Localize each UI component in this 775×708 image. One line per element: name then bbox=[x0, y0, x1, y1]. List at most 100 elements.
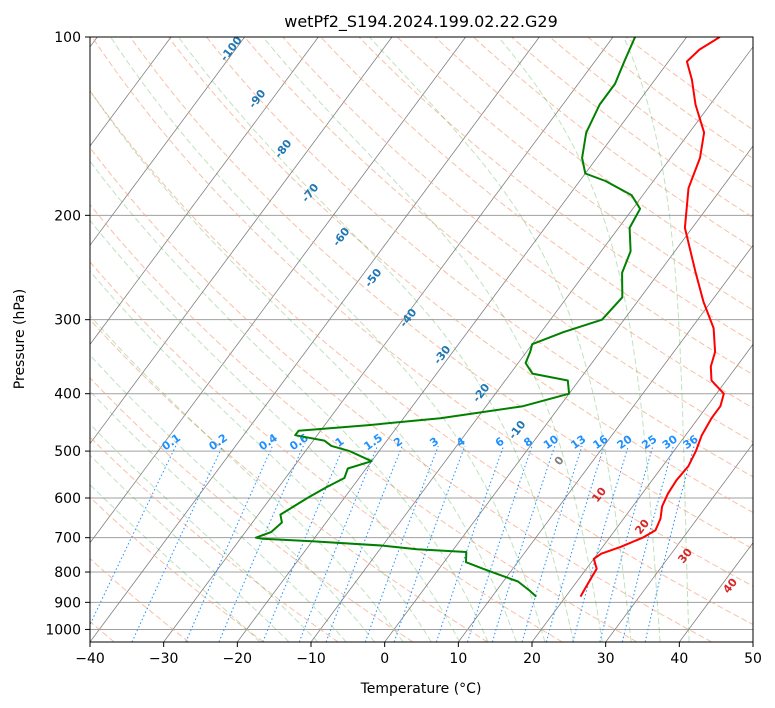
mixing-ratio-label: 0.2 bbox=[206, 431, 229, 453]
moist-adiabat bbox=[90, 390, 347, 642]
dewpoint-profile bbox=[254, 37, 642, 598]
isotherm-line bbox=[90, 37, 172, 147]
y-tick-label: 800 bbox=[54, 565, 81, 581]
x-tick-label: 20 bbox=[523, 651, 541, 667]
dry-adiabat-label: -30 bbox=[431, 343, 454, 367]
dry-adiabat bbox=[434, 37, 753, 280]
mixing-ratio-line bbox=[218, 445, 304, 642]
mixing-ratio-label: 25 bbox=[639, 433, 659, 452]
dry-adiabat bbox=[90, 146, 712, 642]
mixing-ratio-label: 16 bbox=[590, 432, 610, 452]
dry-adiabat-label: -40 bbox=[397, 306, 420, 330]
y-tick-label: 500 bbox=[54, 444, 81, 460]
x-tick-label: 0 bbox=[380, 651, 389, 667]
dry-adiabat bbox=[320, 37, 753, 376]
plot-frame bbox=[89, 36, 754, 643]
mixing-ratio-line bbox=[393, 445, 466, 642]
moist-adiabat bbox=[262, 37, 603, 642]
moist-adiabat bbox=[90, 454, 290, 642]
dry-adiabat bbox=[587, 37, 753, 160]
moist-adiabat bbox=[90, 423, 319, 642]
mixing-ratio-line bbox=[545, 445, 605, 642]
y-tick-label: 300 bbox=[54, 313, 81, 329]
dry-adiabat-label: -80 bbox=[272, 137, 295, 161]
x-tick-label: 10 bbox=[449, 651, 467, 667]
isotherm-line bbox=[163, 37, 614, 642]
mixing-ratio-label: 6 bbox=[493, 435, 507, 450]
mixing-ratio-line bbox=[364, 445, 439, 642]
mixing-ratio-line bbox=[262, 445, 345, 642]
dry-adiabat-label: -90 bbox=[246, 87, 269, 111]
x-tick-label: −30 bbox=[149, 651, 179, 667]
x-tick-label: −40 bbox=[75, 651, 105, 667]
moist-adiabat bbox=[90, 160, 489, 642]
dry-adiabat bbox=[90, 203, 638, 642]
mixing-ratio-line bbox=[572, 445, 629, 642]
dry-adiabat-label: 40 bbox=[720, 576, 740, 596]
isotherm-line bbox=[679, 542, 753, 642]
moist-adiabat bbox=[90, 483, 261, 642]
temperature-profile bbox=[579, 37, 725, 598]
dry-adiabat bbox=[472, 37, 753, 249]
x-tick-label: 40 bbox=[670, 651, 688, 667]
dry-adiabat bbox=[90, 557, 190, 642]
isotherm-line bbox=[90, 37, 245, 246]
y-tick-label: 600 bbox=[54, 491, 81, 507]
mixing-ratio-line bbox=[131, 445, 224, 642]
x-axis-label: Temperature (°C) bbox=[360, 681, 482, 697]
dry-adiabat bbox=[90, 436, 339, 642]
isotherm-line bbox=[90, 37, 540, 642]
mixing-ratio-line bbox=[599, 445, 654, 642]
dry-adiabat bbox=[167, 37, 753, 514]
x-axis-ticks: −40 −30 −20 −10 0 10 20 30 40 50 bbox=[75, 642, 762, 667]
isotherm-line bbox=[384, 145, 753, 642]
mixing-ratio-label: 20 bbox=[615, 432, 635, 452]
plot-area: 0.1 0.2 0.4 0.6 1 1.5 2 3 4 6 8 10 13 16 20 25 30 36-100-… bbox=[90, 34, 753, 642]
mixing-ratio-label: 10 bbox=[541, 432, 561, 452]
mixing-ratio-line bbox=[467, 445, 533, 642]
isotherm-line bbox=[531, 343, 753, 642]
y-axis-ticks: 100 200 300 400 500 600 700 800 900 1000 bbox=[45, 30, 90, 638]
y-tick-label: 400 bbox=[54, 387, 81, 403]
y-tick-label: 100 bbox=[54, 30, 81, 46]
moist-adiabat bbox=[90, 270, 432, 642]
mixing-ratio-label: 0.6 bbox=[287, 431, 311, 453]
mixing-ratio-line bbox=[491, 445, 556, 642]
moist-adiabat bbox=[90, 354, 376, 642]
isotherm-line bbox=[310, 46, 753, 642]
dry-adiabat bbox=[90, 89, 753, 626]
dry-adiabat bbox=[205, 37, 753, 478]
x-tick-label: −10 bbox=[296, 651, 326, 667]
dry-adiabat bbox=[90, 377, 414, 642]
moist-adiabat bbox=[110, 37, 546, 642]
mixing-ratio-line bbox=[90, 445, 177, 626]
mixing-ratio-line bbox=[521, 445, 583, 642]
isotherm-line bbox=[90, 37, 319, 346]
dry-adiabat-label: -70 bbox=[299, 181, 322, 205]
dry-adiabat bbox=[243, 37, 753, 443]
dry-adiabat bbox=[90, 261, 563, 642]
mixing-ratio-line bbox=[185, 445, 273, 642]
x-tick-label: 30 bbox=[597, 651, 615, 667]
y-tick-label: 1000 bbox=[45, 622, 81, 638]
sounding-profiles bbox=[254, 37, 725, 598]
mixing-ratio-label: 3 bbox=[427, 435, 441, 450]
moist-adiabat bbox=[90, 219, 461, 642]
dry-adiabat bbox=[129, 37, 753, 550]
x-tick-label: −20 bbox=[223, 651, 253, 667]
mixing-ratio-label: 1.5 bbox=[362, 431, 385, 453]
mixing-ratio-label: 0.4 bbox=[256, 431, 280, 453]
isotherm-line bbox=[605, 442, 753, 642]
mixing-ratio-lines bbox=[90, 445, 695, 642]
dry-adiabat-label: -100 bbox=[218, 34, 245, 64]
dry-adiabat-label: 30 bbox=[675, 546, 695, 566]
mixing-ratio-line bbox=[644, 445, 695, 642]
moist-adiabat bbox=[497, 37, 661, 642]
moist-adiabat bbox=[623, 37, 690, 642]
dry-adiabat bbox=[91, 37, 753, 587]
moist-adiabat bbox=[177, 37, 575, 642]
y-tick-label: 900 bbox=[54, 595, 81, 611]
y-axis-label: Pressure (hPa) bbox=[12, 289, 28, 389]
moist-adiabats bbox=[90, 37, 690, 642]
